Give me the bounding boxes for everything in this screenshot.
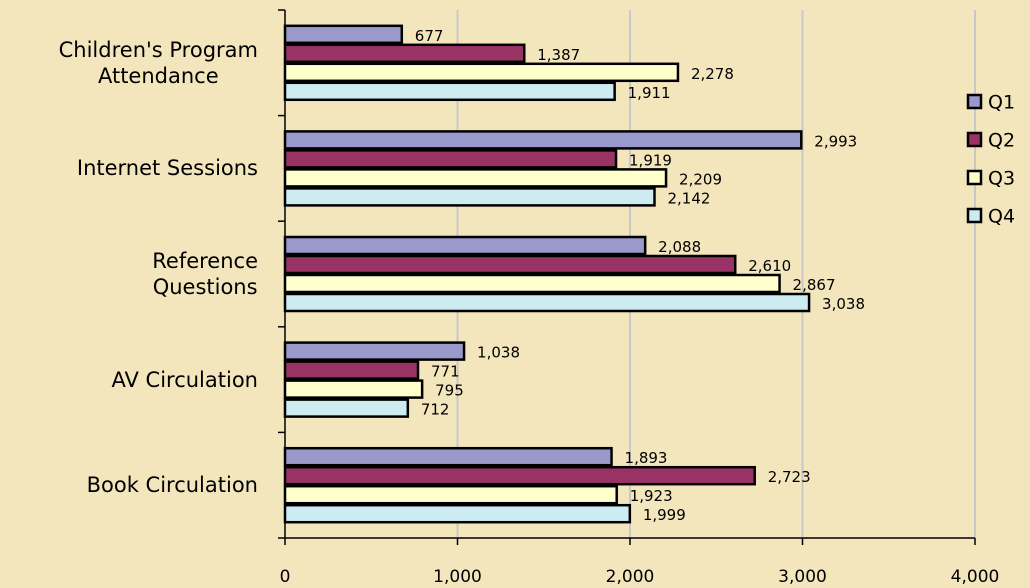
x-tick-label: 2,000: [606, 567, 655, 587]
data-label: 2,723: [768, 468, 811, 486]
category-label: AV Circulation: [111, 367, 258, 392]
x-tick-label: 3,000: [778, 567, 827, 587]
bar: [283, 360, 420, 380]
data-label: 771: [431, 363, 460, 381]
data-label: 712: [421, 401, 450, 419]
bar: [283, 341, 466, 361]
bar: [283, 398, 410, 418]
bar: [283, 465, 756, 486]
legend-swatch: [966, 207, 983, 224]
bar: [283, 43, 526, 64]
category-label: Children's Program Attendance: [58, 37, 258, 88]
bar: [283, 379, 424, 399]
data-label: 2,278: [691, 65, 734, 83]
bar: [283, 62, 680, 83]
data-label: 1,387: [537, 46, 580, 64]
bar: [283, 484, 618, 505]
data-label: 2,993: [814, 132, 857, 150]
data-label: 1,999: [643, 506, 686, 524]
bar: [283, 446, 613, 467]
data-label: 2,867: [793, 276, 836, 294]
bar: [283, 503, 632, 524]
data-label: 3,038: [822, 295, 865, 313]
bar: [283, 235, 647, 256]
bar: [283, 130, 803, 150]
x-tick-label: 4,000: [951, 567, 1000, 587]
bar: [283, 149, 618, 169]
category-label: Reference Questions: [152, 248, 258, 299]
data-label: 2,209: [679, 170, 722, 188]
data-label: 795: [435, 382, 464, 400]
data-label: 677: [415, 27, 444, 45]
data-label: 1,911: [628, 84, 671, 102]
data-label: 2,142: [667, 189, 710, 207]
data-label: 2,610: [748, 257, 791, 275]
bar: [283, 24, 404, 45]
bar: [283, 187, 656, 207]
x-tick-label: 1,000: [433, 567, 482, 587]
data-label: 1,923: [630, 487, 673, 505]
legend-label: Q2: [988, 130, 1015, 152]
legend-swatch: [966, 131, 983, 148]
data-label: 1,038: [477, 344, 520, 362]
legend-label: Q4: [988, 206, 1015, 228]
bar: [283, 168, 668, 188]
legend-swatch: [966, 93, 983, 110]
bar: [283, 81, 616, 102]
category-label: Book Circulation: [86, 473, 258, 498]
legend-label: Q1: [988, 92, 1015, 114]
data-label: 1,893: [625, 449, 668, 467]
bar: [283, 254, 737, 275]
legend-swatch: [966, 169, 983, 186]
data-label: 1,919: [629, 151, 672, 169]
bar: [283, 273, 781, 294]
x-tick-label: 0: [280, 567, 291, 587]
data-label: 2,088: [658, 238, 701, 256]
category-label: Internet Sessions: [76, 156, 258, 181]
bar: [283, 292, 811, 313]
legend-label: Q3: [988, 168, 1015, 190]
